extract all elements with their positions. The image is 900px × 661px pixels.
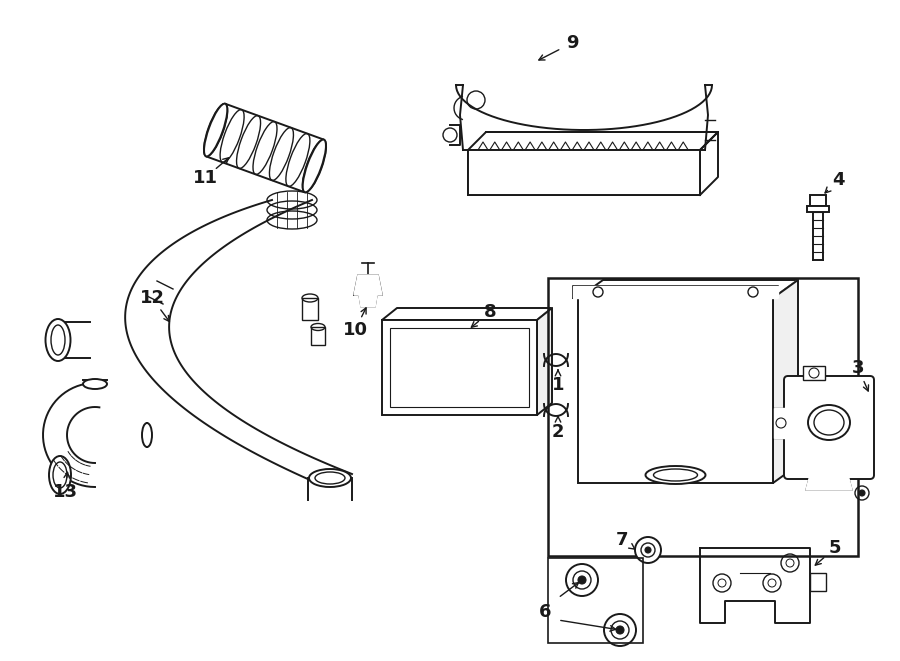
Text: 3: 3 xyxy=(851,359,864,377)
Ellipse shape xyxy=(49,456,71,494)
Circle shape xyxy=(645,547,651,553)
Bar xyxy=(468,150,700,195)
Bar xyxy=(578,298,773,483)
Circle shape xyxy=(573,571,591,589)
Text: 7: 7 xyxy=(616,531,628,549)
Polygon shape xyxy=(43,383,104,487)
Text: 12: 12 xyxy=(140,289,165,307)
Circle shape xyxy=(641,543,655,557)
Circle shape xyxy=(616,626,624,634)
Polygon shape xyxy=(359,295,377,307)
Circle shape xyxy=(635,537,661,563)
Bar xyxy=(810,573,826,591)
Bar xyxy=(390,328,529,407)
Polygon shape xyxy=(354,275,382,295)
Circle shape xyxy=(611,621,629,639)
Text: 2: 2 xyxy=(552,423,564,441)
Text: 8: 8 xyxy=(483,303,496,321)
Ellipse shape xyxy=(204,104,228,157)
Circle shape xyxy=(566,564,598,596)
Bar xyxy=(382,320,537,415)
Circle shape xyxy=(578,576,586,584)
Bar xyxy=(302,298,318,320)
Ellipse shape xyxy=(302,139,326,192)
Text: 13: 13 xyxy=(52,483,77,501)
Polygon shape xyxy=(573,286,778,298)
Text: 5: 5 xyxy=(829,539,842,557)
Bar xyxy=(803,366,825,380)
Circle shape xyxy=(768,579,776,587)
Circle shape xyxy=(718,579,726,587)
Polygon shape xyxy=(537,308,552,415)
Text: 10: 10 xyxy=(343,321,367,339)
Ellipse shape xyxy=(808,405,850,440)
Text: 6: 6 xyxy=(539,603,551,621)
Ellipse shape xyxy=(46,319,70,361)
Text: 1: 1 xyxy=(552,376,564,394)
Polygon shape xyxy=(806,475,852,490)
Circle shape xyxy=(859,490,865,496)
Bar xyxy=(311,327,325,345)
Bar xyxy=(807,206,829,212)
Bar xyxy=(810,195,826,206)
Circle shape xyxy=(786,559,794,567)
Text: 4: 4 xyxy=(832,171,844,189)
Bar xyxy=(548,278,858,556)
FancyBboxPatch shape xyxy=(784,376,874,479)
Polygon shape xyxy=(700,548,810,623)
Ellipse shape xyxy=(645,466,706,484)
Circle shape xyxy=(604,614,636,646)
Ellipse shape xyxy=(83,379,107,389)
Text: 9: 9 xyxy=(566,34,578,52)
Polygon shape xyxy=(382,308,552,320)
Polygon shape xyxy=(774,408,788,438)
Text: 11: 11 xyxy=(193,169,218,187)
Polygon shape xyxy=(578,280,798,298)
Ellipse shape xyxy=(309,469,351,487)
Bar xyxy=(548,558,643,643)
Bar xyxy=(468,150,700,195)
Polygon shape xyxy=(125,200,352,480)
Ellipse shape xyxy=(142,423,152,447)
Polygon shape xyxy=(773,280,798,483)
